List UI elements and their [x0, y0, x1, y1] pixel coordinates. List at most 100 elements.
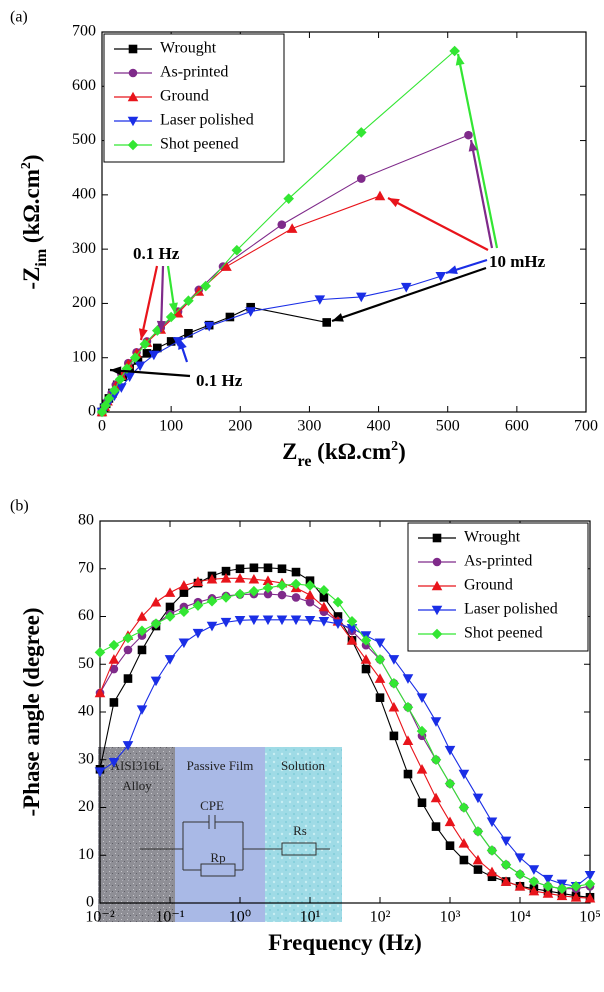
marker	[430, 754, 442, 766]
inset-text: AISI316L	[111, 758, 164, 773]
marker	[122, 741, 134, 751]
marker	[355, 127, 367, 138]
y-tick-label: 0	[86, 894, 94, 911]
marker	[402, 735, 414, 745]
marker	[235, 564, 245, 574]
annotation: 0.1 Hz	[133, 244, 180, 263]
arrow-head	[138, 328, 148, 340]
legend-label: Ground	[160, 88, 209, 105]
plot-frame	[101, 31, 587, 413]
marker	[231, 244, 243, 256]
marker	[94, 767, 106, 777]
marker	[165, 311, 177, 323]
marker	[206, 621, 218, 632]
arrow	[469, 139, 494, 249]
legend-marker	[127, 139, 139, 151]
marker	[142, 349, 152, 358]
marker	[139, 338, 151, 350]
arrow-head	[455, 54, 465, 66]
arrow-head	[168, 302, 178, 314]
inset-text: Rs	[293, 823, 307, 838]
inset-text: Rp	[210, 850, 225, 865]
axis-label: -Zim (kΩ.cm2)	[19, 154, 50, 289]
marker	[514, 869, 526, 880]
marker	[150, 618, 162, 629]
y-tick-label: 40	[78, 703, 94, 720]
legend-label: Wrought	[464, 529, 521, 546]
x-tick-label: 600	[505, 418, 529, 435]
marker	[374, 638, 386, 649]
marker	[319, 593, 329, 602]
x-tick-label: 100	[159, 418, 183, 435]
marker	[402, 674, 414, 684]
label-part: (kΩ.cm	[19, 169, 44, 249]
marker	[291, 567, 301, 577]
series-line	[101, 50, 455, 413]
y-tick-label: 20	[78, 798, 94, 815]
marker	[444, 745, 456, 756]
y-tick-label: 30	[78, 750, 94, 767]
marker	[109, 384, 120, 396]
marker	[528, 865, 540, 875]
x-tick-label: 10⁻¹	[155, 909, 184, 926]
marker	[108, 654, 120, 664]
marker	[304, 580, 316, 591]
x-tick-label: 10³	[440, 909, 461, 926]
arrow-head	[156, 320, 166, 332]
marker	[375, 693, 385, 702]
marker	[332, 619, 344, 629]
marker	[318, 584, 330, 596]
marker	[416, 725, 428, 737]
legend-marker	[127, 116, 139, 127]
marker	[114, 374, 126, 385]
legend-marker	[431, 580, 443, 591]
legend-label: Shot peened	[160, 136, 239, 153]
marker	[388, 701, 400, 712]
x-tick-label: 10⁴	[509, 909, 531, 926]
marker	[430, 792, 442, 803]
marker	[220, 573, 232, 583]
marker	[542, 874, 554, 885]
marker	[458, 769, 470, 780]
arrow-head	[332, 313, 344, 322]
marker	[360, 654, 372, 664]
marker	[305, 597, 315, 607]
marker	[360, 635, 372, 646]
marker	[192, 576, 204, 586]
legend-label: As-printed	[160, 64, 228, 81]
label-part: )	[398, 439, 406, 464]
marker	[103, 393, 115, 404]
marker	[262, 615, 274, 626]
marker	[134, 361, 146, 372]
marker	[234, 588, 246, 600]
marker	[374, 654, 386, 665]
legend-label: As-printed	[464, 553, 532, 570]
marker	[355, 292, 367, 303]
y-tick-label: 700	[72, 23, 96, 40]
marker	[444, 778, 456, 789]
marker	[459, 855, 469, 865]
legend-label: Laser polished	[464, 601, 558, 618]
legend-marker	[127, 91, 139, 102]
annotation: 10 mHz	[489, 252, 546, 271]
panel-label: (a)	[10, 9, 28, 26]
marker	[136, 625, 148, 637]
y-tick-label: 60	[78, 607, 94, 624]
marker	[318, 616, 330, 627]
marker	[556, 883, 568, 894]
marker	[136, 611, 148, 621]
legend-label: Laser polished	[160, 112, 254, 129]
marker	[276, 580, 288, 591]
marker	[486, 845, 498, 856]
marker	[514, 853, 526, 863]
label-part: re	[298, 453, 312, 470]
marker	[166, 337, 176, 346]
label-part: -Phase angle (degree)	[19, 607, 44, 816]
marker	[528, 876, 540, 887]
arrow-head	[110, 366, 122, 376]
marker	[346, 635, 358, 645]
marker	[486, 866, 498, 877]
marker	[290, 578, 302, 590]
label-part: -Z	[19, 267, 44, 290]
marker	[220, 592, 232, 603]
